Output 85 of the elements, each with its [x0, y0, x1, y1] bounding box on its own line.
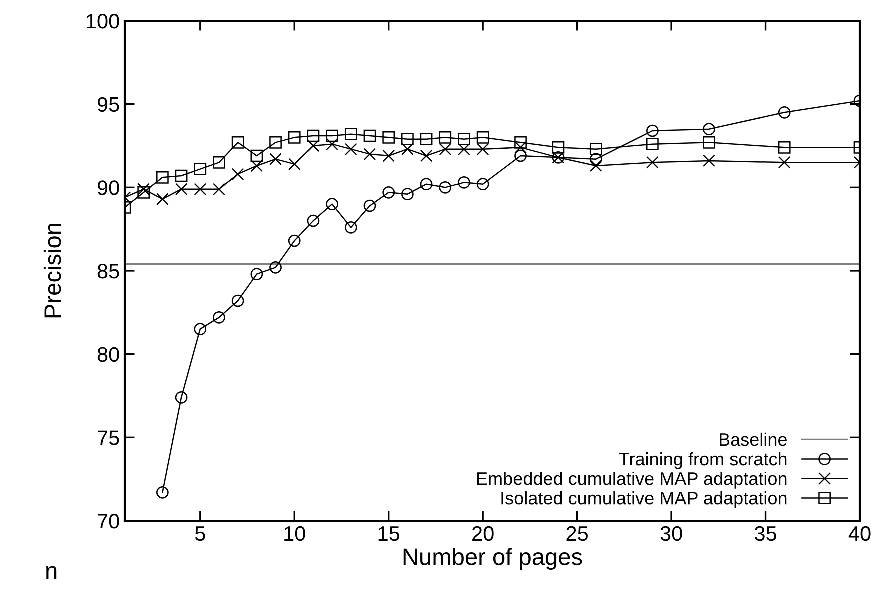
point: [307, 214, 320, 228]
point: [778, 156, 791, 169]
point: [402, 188, 414, 201]
point: [439, 131, 452, 144]
x-tick-label: 10: [284, 526, 306, 542]
x-tick-label: 35: [754, 526, 776, 542]
point: [232, 136, 244, 149]
point: [213, 183, 226, 196]
point: [439, 181, 452, 194]
x-tick-label: 25: [566, 526, 588, 542]
point: [476, 178, 490, 191]
legend-label: Baseline: [720, 432, 787, 446]
x-tick-label: 30: [660, 526, 682, 542]
point: [364, 130, 376, 142]
x-tick-label: 40: [848, 526, 871, 542]
legend-label: Training from scratch: [619, 452, 787, 470]
legend-label: Embedded cumulative MAP adaptation: [477, 472, 787, 489]
point: [156, 486, 169, 499]
y-tick-label: 100: [86, 14, 120, 29]
point: [138, 186, 150, 199]
point: [364, 200, 376, 212]
point: [270, 136, 282, 149]
point: [703, 154, 716, 168]
x-tick-label: 20: [472, 526, 494, 542]
point: [288, 234, 301, 248]
point: [194, 163, 207, 176]
legend-label: Isolated cumulative MAP adaptation: [502, 492, 787, 508]
y-tick-label: 90: [98, 180, 120, 196]
point: [250, 150, 264, 162]
point: [778, 141, 791, 154]
point: [420, 150, 433, 162]
point: [326, 130, 338, 142]
point: [646, 156, 659, 169]
point: [213, 156, 226, 169]
y-tick-label: 85: [98, 264, 120, 279]
x-tick-label: 15: [378, 526, 400, 542]
x-tick-label: 5: [195, 526, 206, 542]
y-tick-label: 80: [98, 347, 120, 362]
point: [778, 106, 791, 119]
point: [288, 158, 301, 171]
point: [402, 133, 414, 146]
point: [703, 123, 716, 136]
point: [344, 143, 358, 156]
point: [250, 268, 264, 281]
point: [420, 133, 433, 146]
point: [175, 170, 188, 182]
point: [382, 131, 396, 144]
point: [439, 143, 452, 156]
point: [326, 198, 338, 211]
point: [232, 294, 244, 308]
point: [175, 183, 188, 196]
point: [194, 323, 207, 336]
point: [288, 131, 301, 144]
point: [458, 133, 470, 146]
point: [364, 148, 376, 161]
y-tick-label: 70: [98, 514, 120, 529]
point: [213, 311, 226, 324]
point: [703, 136, 716, 149]
point: [175, 391, 188, 404]
point: [590, 143, 602, 156]
point: [344, 221, 358, 234]
point: [476, 131, 490, 144]
point: [420, 178, 433, 191]
point: [382, 150, 396, 162]
x-axis-title: Number of pages: [404, 548, 582, 570]
point: [458, 176, 470, 189]
point: [382, 186, 396, 199]
point: [646, 124, 659, 138]
point: [344, 128, 358, 141]
y-axis-title: Precision: [44, 224, 62, 318]
y-tick-label: 95: [98, 97, 120, 112]
point: [156, 193, 169, 206]
point: [270, 153, 282, 166]
point: [476, 143, 490, 156]
point: [307, 130, 320, 142]
y-tick-label: 75: [98, 430, 120, 446]
point: [552, 141, 565, 154]
point: [514, 150, 527, 162]
point: [156, 171, 169, 184]
point: [232, 168, 244, 181]
text: n: [46, 566, 57, 579]
point: [194, 183, 207, 196]
point: [646, 138, 659, 151]
point: [270, 261, 282, 274]
point: [514, 136, 527, 149]
